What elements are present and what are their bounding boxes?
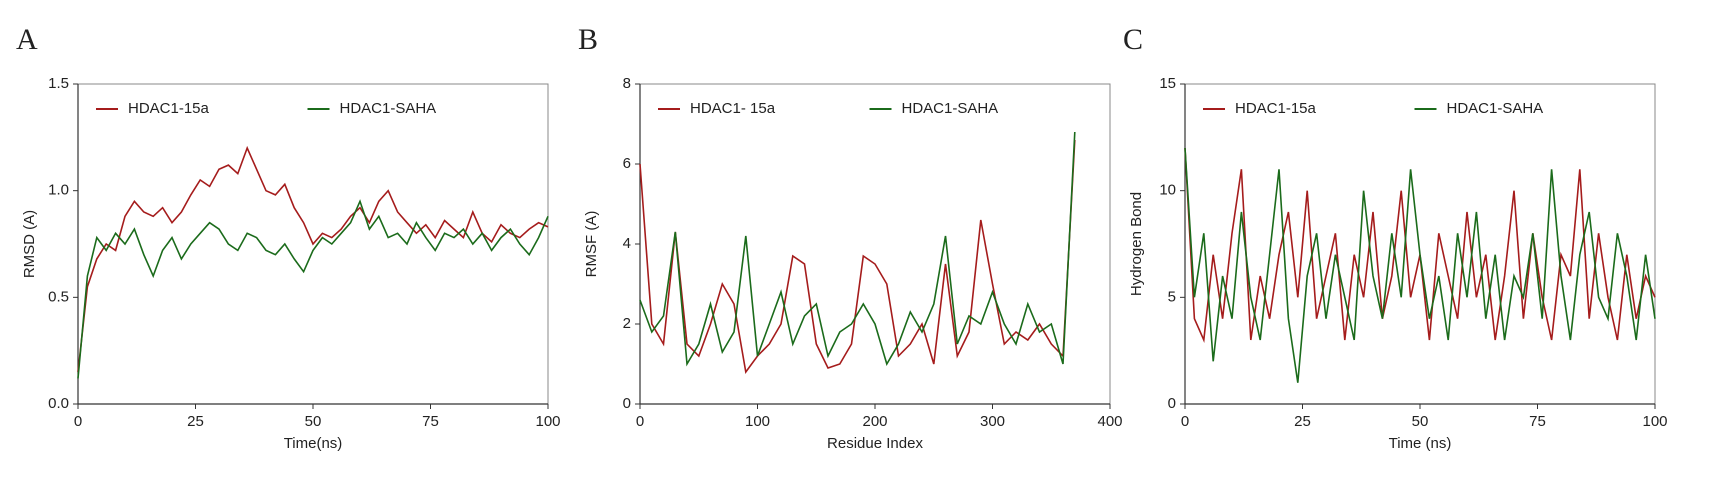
- panel-label: A: [16, 23, 38, 56]
- x-tick-label: 75: [422, 413, 439, 430]
- series-line: [1184, 147, 1656, 383]
- y-axis-label: Hydrogen Bond: [1128, 192, 1145, 296]
- x-tick-label: 100: [535, 413, 560, 430]
- x-tick-label: 100: [745, 413, 770, 430]
- y-axis-label: RMSD (A): [21, 210, 38, 278]
- series-line: [77, 145, 549, 373]
- x-tick-label: 0: [1181, 413, 1189, 430]
- legend-label: HDAC1-SAHA: [340, 100, 437, 117]
- legend-label: HDAC1- 15a: [690, 100, 776, 117]
- y-axis-label: RMSF (A): [583, 211, 600, 278]
- panel-label: C: [1123, 23, 1143, 56]
- x-axis-label: Residue Index: [827, 435, 923, 452]
- x-tick-label: 300: [980, 413, 1005, 430]
- y-tick-label: 1.5: [48, 75, 69, 92]
- panel-label: B: [578, 23, 598, 56]
- x-axis-label: Time (ns): [1389, 435, 1452, 452]
- series-line: [77, 199, 549, 379]
- y-tick-label: 0: [1168, 395, 1176, 412]
- series-line: [1184, 147, 1656, 344]
- x-axis-label: Time(ns): [284, 435, 343, 452]
- x-tick-label: 200: [862, 413, 887, 430]
- x-tick-label: 50: [305, 413, 322, 430]
- series-line: [639, 139, 1076, 374]
- x-tick-label: 75: [1529, 413, 1546, 430]
- x-tick-label: 25: [187, 413, 204, 430]
- legend-label: HDAC1-15a: [1235, 100, 1317, 117]
- y-tick-label: 2: [623, 315, 631, 332]
- y-tick-label: 6: [623, 155, 631, 172]
- y-tick-label: 0.0: [48, 395, 69, 412]
- y-tick-label: 1.0: [48, 182, 69, 199]
- legend-label: HDAC1-15a: [128, 100, 210, 117]
- x-tick-label: 400: [1097, 413, 1122, 430]
- x-tick-label: 50: [1412, 413, 1429, 430]
- legend-label: HDAC1-SAHA: [902, 100, 999, 117]
- y-tick-label: 5: [1168, 288, 1176, 305]
- y-tick-label: 10: [1159, 182, 1176, 199]
- plot-frame: [639, 83, 1111, 405]
- y-tick-label: 0.5: [48, 288, 69, 305]
- x-tick-label: 25: [1294, 413, 1311, 430]
- x-tick-label: 0: [74, 413, 82, 430]
- y-tick-label: 15: [1159, 75, 1176, 92]
- x-tick-label: 0: [636, 413, 644, 430]
- y-tick-label: 8: [623, 75, 631, 92]
- x-tick-label: 100: [1642, 413, 1667, 430]
- legend-label: HDAC1-SAHA: [1447, 100, 1544, 117]
- y-tick-label: 0: [623, 395, 631, 412]
- y-tick-label: 4: [623, 235, 631, 252]
- series-line: [639, 131, 1076, 367]
